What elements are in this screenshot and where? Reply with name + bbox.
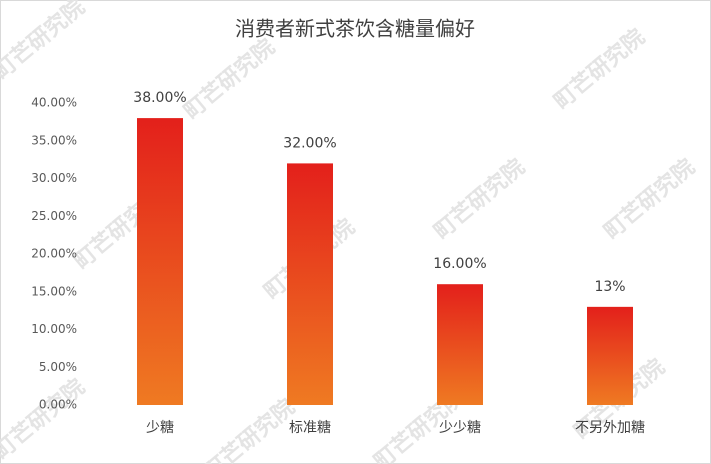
x-tick-label: 少糖: [146, 420, 174, 436]
y-tick-label: 25.00%: [31, 209, 77, 223]
data-label: 16.00%: [433, 256, 486, 272]
bar: [437, 284, 483, 405]
y-tick-label: 40.00%: [31, 96, 77, 110]
y-tick-label: 15.00%: [31, 284, 77, 298]
bar: [587, 306, 633, 405]
bar: [137, 118, 183, 405]
x-tick-label: 不另外加糖: [575, 420, 645, 436]
data-label: 38.00%: [133, 90, 186, 106]
y-tick-label: 0.00%: [39, 398, 77, 412]
chart-title: 消费者新式茶饮含糖量偏好: [235, 17, 475, 41]
y-tick-label: 5.00%: [39, 360, 77, 374]
data-label: 32.00%: [283, 135, 336, 151]
x-tick-label: 标准糖: [289, 420, 331, 436]
bar: [287, 163, 333, 405]
y-tick-label: 30.00%: [31, 171, 77, 185]
x-tick-label: 少少糖: [439, 420, 481, 436]
y-tick-label: 35.00%: [31, 133, 77, 147]
y-tick-label: 10.00%: [31, 322, 77, 336]
data-label: 13%: [594, 279, 625, 295]
y-tick-label: 20.00%: [31, 247, 77, 261]
